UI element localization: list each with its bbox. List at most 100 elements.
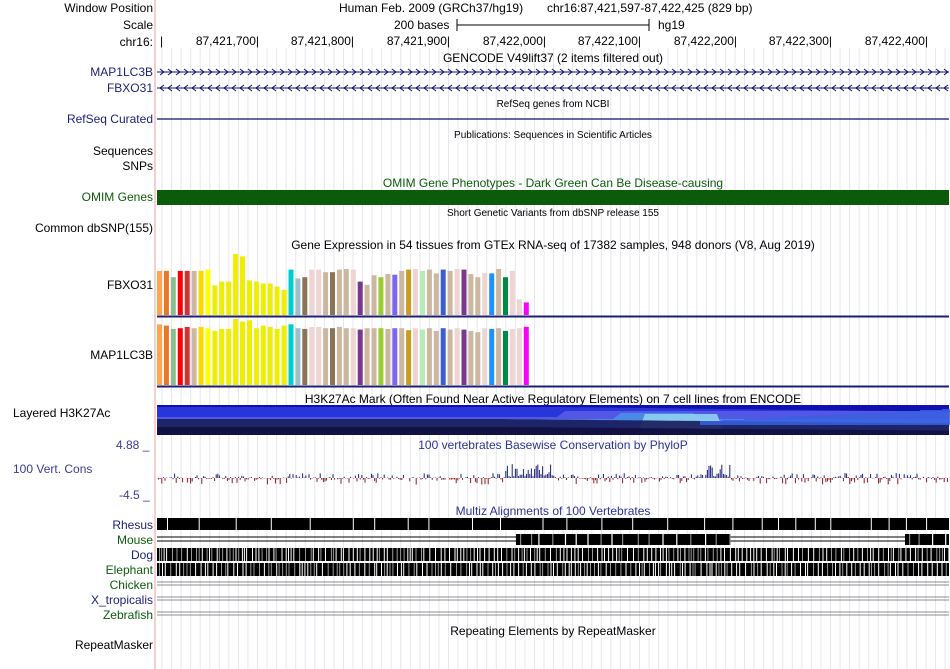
gene-label-fbxo31[interactable]: FBXO31 (106, 81, 153, 95)
alignment-gap (936, 563, 938, 576)
alignment-gap (520, 534, 522, 545)
strand-arrow (287, 68, 293, 76)
gtex-bar (295, 278, 301, 315)
alignment-gap (487, 563, 489, 576)
alignment-gap (525, 563, 527, 576)
species-label-dog[interactable]: Dog (130, 548, 153, 562)
alignment-gap (918, 563, 920, 576)
strand-arrow (335, 68, 341, 76)
alignment-gap (909, 548, 911, 561)
gtex-bar (198, 270, 204, 315)
alignment-gap (697, 548, 699, 561)
gtex-bar (385, 274, 391, 316)
alignment-gap (235, 548, 237, 561)
species-label-chicken[interactable]: Chicken (109, 578, 153, 592)
omim-track-label[interactable]: OMIM Genes (81, 190, 153, 204)
alignment-gap (523, 548, 525, 561)
alignment-gap (769, 563, 771, 576)
alignment-gap (689, 563, 691, 576)
repeatmasker-track-label[interactable]: RepeatMasker (74, 638, 153, 652)
species-label-zebrafish[interactable]: Zebrafish (102, 608, 153, 622)
alignment-gap (352, 548, 354, 561)
strand-arrow (487, 84, 493, 92)
species-label-elephant[interactable]: Elephant (105, 563, 153, 577)
alignment-gap (492, 563, 494, 576)
alignment-gap (290, 548, 292, 561)
alignment-gap (861, 548, 863, 561)
sequences-track-label[interactable]: Sequences (92, 144, 153, 158)
strand-arrow (423, 68, 429, 76)
alignment-gap (553, 563, 554, 576)
omim-phenotype-bar[interactable] (157, 190, 949, 205)
alignment-gap (637, 548, 639, 561)
h3k27ac-signal[interactable] (157, 405, 950, 435)
alignment-gap (275, 548, 277, 561)
alignment-gap (392, 563, 394, 576)
alignment-gap (835, 548, 837, 561)
gtex-bar (523, 302, 529, 315)
gtex-bar (205, 328, 211, 385)
gtex-bar (385, 328, 391, 385)
strand-arrow (263, 84, 269, 92)
snps-track-label[interactable]: SNPs (122, 159, 153, 173)
gtex-bar-charts[interactable] (157, 253, 949, 388)
alignment-gap (574, 563, 576, 576)
dbsnp-track-label[interactable]: Common dbSNP(155) (34, 221, 153, 235)
alignment-gap (760, 563, 762, 576)
gencode-gene-models[interactable] (157, 68, 949, 92)
alignment-gap (736, 563, 738, 576)
alignment-gap (945, 534, 947, 545)
alignment-gap (229, 548, 231, 561)
alignment-gap (872, 548, 874, 561)
strand-arrow (359, 68, 365, 76)
species-label-rhesus[interactable]: Rhesus (112, 518, 153, 532)
alignment-gap (587, 534, 589, 545)
alignment-gap (346, 563, 348, 576)
strand-arrow (351, 84, 357, 92)
alignment-gap (674, 563, 676, 576)
alignment-gap (729, 534, 731, 545)
h3k27ac-track-label[interactable]: Layered H3K27Ac (13, 406, 111, 420)
alignment-gap (305, 548, 306, 561)
strand-arrow (855, 84, 861, 92)
alignment-bar (905, 534, 949, 545)
alignment-gap (175, 563, 177, 576)
gtex-bar (503, 277, 508, 315)
gtex-bar (420, 329, 425, 385)
alignment-gap (364, 548, 366, 561)
h3k27ac-step (766, 417, 788, 425)
alignment-gap (183, 563, 185, 576)
strand-arrow (167, 84, 173, 92)
gene-label-map1lc3b[interactable]: MAP1LC3B (90, 65, 153, 79)
phylop-conservation[interactable] (156, 464, 948, 485)
alignment-gap (421, 548, 422, 561)
gtex-bar (191, 328, 197, 385)
refseq-track-label[interactable]: RefSeq Curated (66, 112, 153, 126)
alignment-gap (482, 563, 484, 576)
gtex-gene-label-fbxo31[interactable]: FBXO31 (106, 278, 153, 292)
alignment-gap (299, 563, 301, 576)
refseq-track-title: RefSeq genes from NCBI (496, 99, 610, 110)
alignment-gap (422, 563, 423, 576)
alignment-gap (632, 518, 634, 530)
phylop-min-label: -4.5 _ (119, 488, 150, 502)
alignment-gap (684, 548, 686, 561)
alignment-gap (741, 548, 743, 561)
alignment-gap (252, 548, 253, 561)
alignment-gap (268, 548, 270, 561)
alignment-gap (867, 548, 868, 561)
species-label-x-tropicalis[interactable]: X_tropicalis (90, 593, 153, 607)
strand-arrow (247, 84, 253, 92)
strand-arrow (407, 84, 413, 92)
alignment-gap (610, 563, 611, 576)
gtex-gene-label-map1lc3b[interactable]: MAP1LC3B (90, 348, 153, 362)
strand-arrow (583, 68, 589, 76)
strand-arrow (847, 84, 853, 92)
phylop-track-label[interactable]: 100 Vert. Cons (13, 462, 93, 476)
gtex-bar (364, 328, 370, 385)
alignment-gap (285, 563, 287, 576)
species-label-mouse[interactable]: Mouse (116, 533, 153, 547)
alignment-gap (518, 563, 520, 576)
multiz-alignment-bars[interactable] (157, 518, 950, 616)
